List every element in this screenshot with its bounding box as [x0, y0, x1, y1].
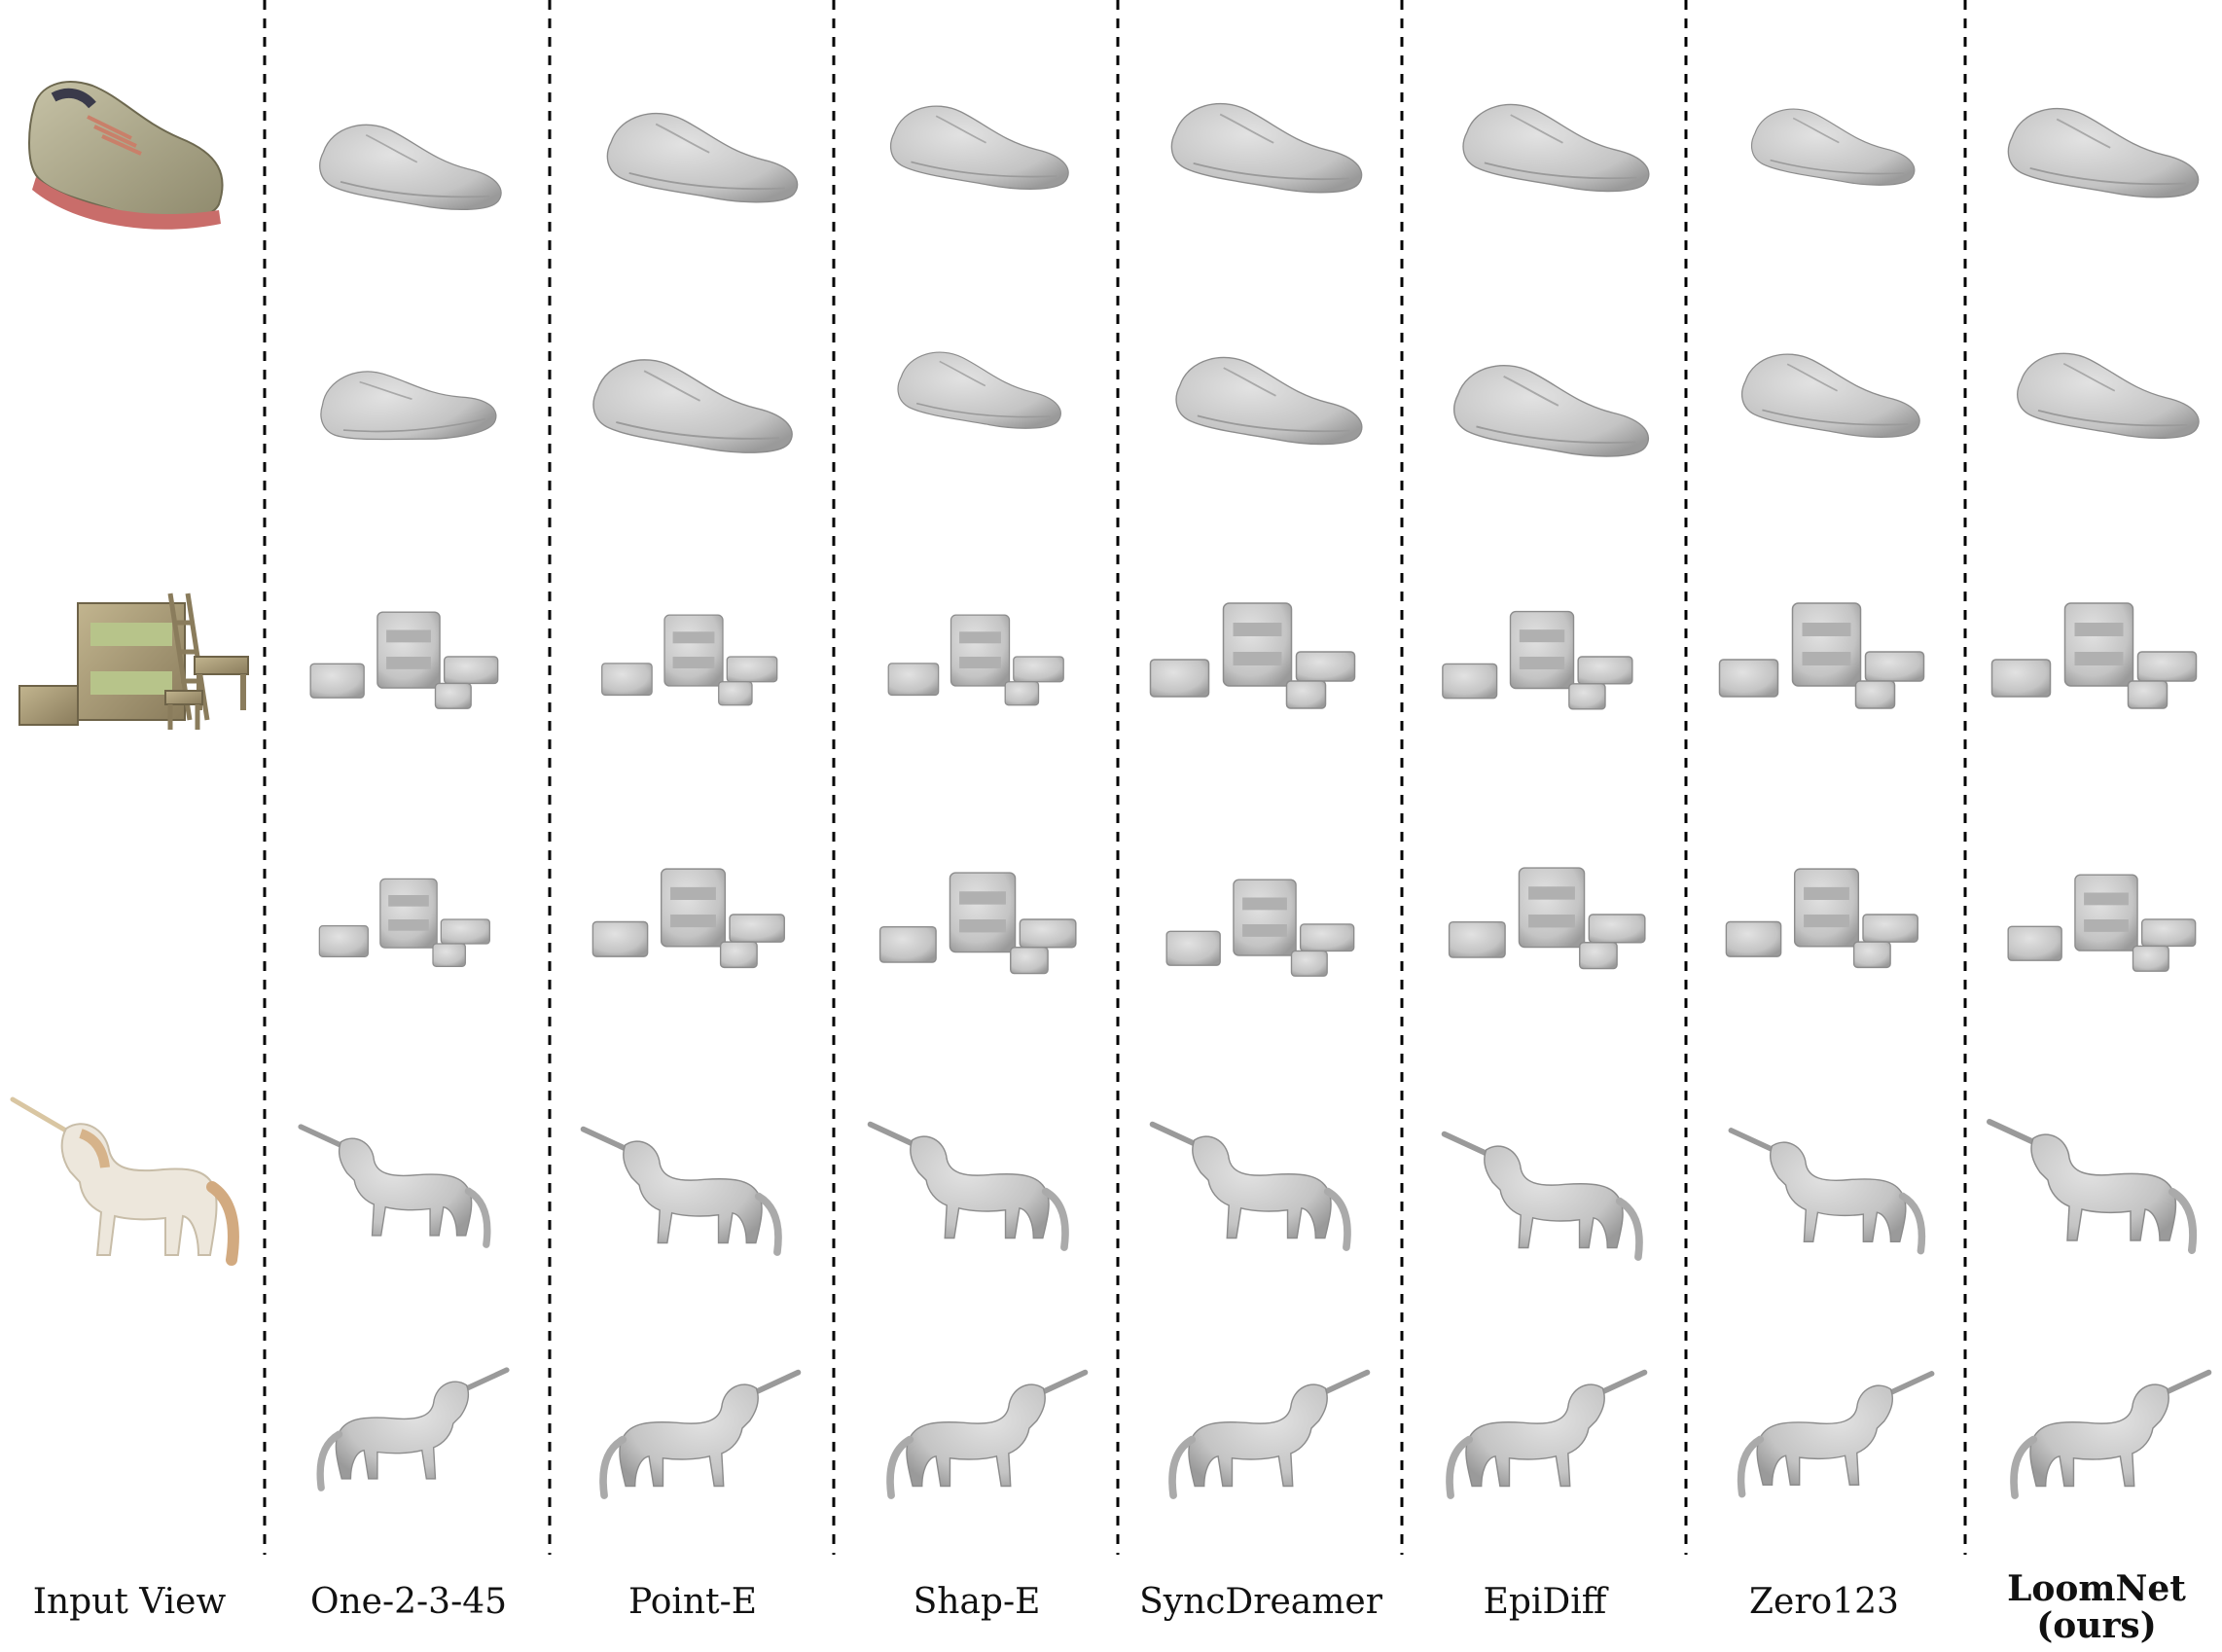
- mesh-unicorn-view2: [1450, 1373, 1644, 1496]
- label-loomnet-ours: (ours): [2036, 1605, 2157, 1646]
- results-syncdreamer: [1149, 102, 1368, 1496]
- mesh-bed-view2: [1725, 868, 1919, 969]
- label-loomnet: LoomNet (ours): [1970, 1568, 2222, 1644]
- mesh-bed-view2: [1448, 867, 1646, 970]
- mesh-shoe-view1: [318, 124, 503, 211]
- mesh-unicorn-view2: [320, 1370, 507, 1488]
- mesh-bed-view2: [878, 872, 1077, 975]
- mesh-unicorn-view1: [584, 1130, 778, 1253]
- mesh-unicorn-view2: [890, 1373, 1085, 1496]
- mesh-bed-view2: [1165, 879, 1355, 978]
- label-input-view: Input View: [32, 1582, 227, 1622]
- mesh-bed-view1: [600, 614, 778, 706]
- mesh-shoe-view2: [1174, 356, 1363, 446]
- label-zero123: Zero123: [1749, 1582, 1899, 1622]
- results-point-e: [584, 112, 799, 1496]
- mesh-shoe-view2: [313, 348, 500, 461]
- results-shap-e: [871, 105, 1086, 1496]
- mesh-bed-view1: [1149, 602, 1356, 709]
- mesh-shoe-view1: [1750, 108, 1916, 187]
- results-loomnet: [1989, 107, 2208, 1496]
- label-loomnet-name: LoomNet: [2007, 1568, 2186, 1609]
- label-syncdreamer: SyncDreamer: [1139, 1582, 1382, 1622]
- mesh-unicorn-view2: [1741, 1374, 1932, 1494]
- mesh-shoe-view2: [592, 358, 794, 454]
- mesh-unicorn-view2: [2014, 1373, 2208, 1496]
- mesh-bed-view1: [1718, 602, 1925, 709]
- input-image-shoe: [28, 81, 224, 230]
- mesh-bed-view2: [591, 868, 786, 969]
- label-shap-e: Shap-E: [913, 1582, 1041, 1622]
- mesh-unicorn-view2: [603, 1373, 798, 1496]
- mesh-unicorn-view1: [1731, 1131, 1921, 1251]
- mesh-unicorn-view2: [1172, 1373, 1367, 1496]
- label-one-2-3-45: One-2-3-45: [309, 1582, 508, 1622]
- mesh-shoe-view2: [2016, 352, 2201, 440]
- mesh-unicorn-view1: [1989, 1122, 2193, 1250]
- results-zero123: [1718, 108, 1932, 1494]
- mesh-shoe-view2: [897, 351, 1062, 430]
- results-epidiff: [1442, 103, 1650, 1496]
- mesh-unicorn-view1: [1445, 1134, 1639, 1258]
- mesh-bed-view2: [318, 878, 491, 968]
- mesh-shoe-view2: [1740, 353, 1921, 439]
- input-column: [10, 81, 249, 1266]
- mesh-shoe-view1: [889, 105, 1070, 191]
- mesh-bed-view2: [2007, 874, 2197, 973]
- label-epidiff: EpiDiff: [1483, 1582, 1607, 1622]
- results-one-2-3-45: [301, 124, 507, 1488]
- mesh-shoe-view1: [1170, 102, 1363, 194]
- input-image-unicorn: [10, 1096, 239, 1266]
- input-image-bunk-bed: [18, 593, 249, 730]
- mesh-unicorn-view1: [871, 1125, 1065, 1248]
- mesh-bed-view1: [309, 611, 499, 709]
- mesh-bed-view1: [1990, 602, 2198, 709]
- mesh-shoe-view1: [606, 112, 799, 203]
- mesh-shoe-view1: [1462, 103, 1650, 193]
- mesh-shoe-view1: [2007, 107, 2200, 198]
- mesh-unicorn-view1: [1153, 1125, 1347, 1248]
- column-dividers: [263, 0, 1967, 1555]
- mesh-unicorn-view1: [301, 1127, 487, 1244]
- mesh-bed-view1: [1442, 610, 1633, 710]
- mesh-bed-view1: [887, 614, 1064, 706]
- label-point-e: Point-E: [627, 1582, 758, 1622]
- mesh-shoe-view2: [1452, 364, 1650, 458]
